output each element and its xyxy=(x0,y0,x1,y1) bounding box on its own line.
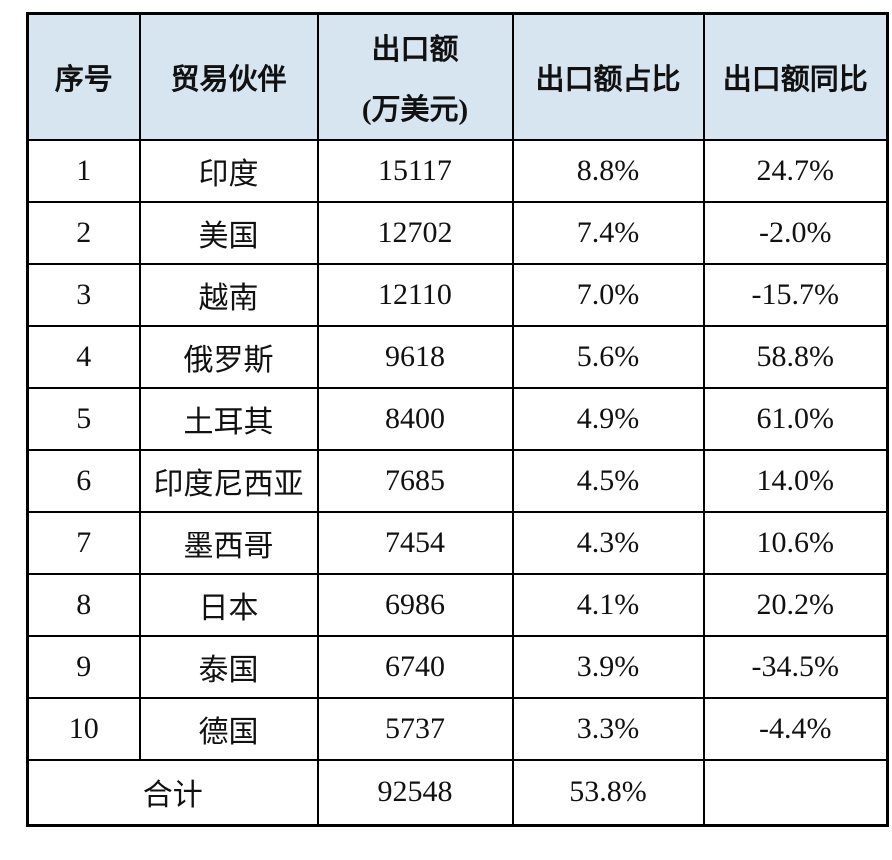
cell-share: 3.9% xyxy=(511,634,705,699)
table-row: 1 印度 15117 8.8% 24.7% xyxy=(26,138,889,203)
cell-yoy: -15.7% xyxy=(702,262,889,327)
cell-partner: 越南 xyxy=(138,262,319,327)
table-row: 5 土耳其 8400 4.9% 61.0% xyxy=(26,386,889,451)
cell-partner: 德国 xyxy=(138,696,319,761)
header-partner: 贸易伙伴 xyxy=(138,12,319,141)
cell-rank: 6 xyxy=(26,448,141,513)
cell-export: 6740 xyxy=(316,634,514,699)
header-row: 序号 贸易伙伴 出口额 (万美元) 出口额占比 出口额同比 xyxy=(26,12,889,141)
total-label: 合计 xyxy=(26,758,319,827)
cell-export: 7685 xyxy=(316,448,514,513)
trade-partners-table: 序号 贸易伙伴 出口额 (万美元) 出口额占比 出口额同比 1 印度 15117… xyxy=(26,12,889,827)
cell-share: 7.4% xyxy=(511,200,705,265)
table-row: 6 印度尼西亚 7685 4.5% 14.0% xyxy=(26,448,889,513)
total-yoy xyxy=(702,758,889,827)
cell-share: 8.8% xyxy=(511,138,705,203)
total-share: 53.8% xyxy=(511,758,705,827)
cell-export: 12702 xyxy=(316,200,514,265)
cell-share: 3.3% xyxy=(511,696,705,761)
cell-share: 4.1% xyxy=(511,572,705,637)
cell-partner: 印度 xyxy=(138,138,319,203)
cell-rank: 3 xyxy=(26,262,141,327)
cell-rank: 5 xyxy=(26,386,141,451)
table-row: 8 日本 6986 4.1% 20.2% xyxy=(26,572,889,637)
cell-yoy: 20.2% xyxy=(702,572,889,637)
table-body: 1 印度 15117 8.8% 24.7% 2 美国 12702 7.4% -2… xyxy=(26,138,889,827)
cell-rank: 2 xyxy=(26,200,141,265)
cell-export: 6986 xyxy=(316,572,514,637)
total-export: 92548 xyxy=(316,758,514,827)
total-row: 合计 92548 53.8% xyxy=(26,758,889,827)
cell-yoy: 58.8% xyxy=(702,324,889,389)
cell-rank: 7 xyxy=(26,510,141,575)
table-row: 3 越南 12110 7.0% -15.7% xyxy=(26,262,889,327)
cell-yoy: -2.0% xyxy=(702,200,889,265)
cell-yoy: 14.0% xyxy=(702,448,889,513)
cell-rank: 9 xyxy=(26,634,141,699)
cell-partner: 美国 xyxy=(138,200,319,265)
cell-export: 7454 xyxy=(316,510,514,575)
cell-partner: 墨西哥 xyxy=(138,510,319,575)
header-yoy: 出口额同比 xyxy=(702,12,889,141)
cell-yoy: 24.7% xyxy=(702,138,889,203)
table-row: 7 墨西哥 7454 4.3% 10.6% xyxy=(26,510,889,575)
table-row: 2 美国 12702 7.4% -2.0% xyxy=(26,200,889,265)
cell-rank: 4 xyxy=(26,324,141,389)
cell-partner: 日本 xyxy=(138,572,319,637)
cell-export: 5737 xyxy=(316,696,514,761)
table-row: 10 德国 5737 3.3% -4.4% xyxy=(26,696,889,761)
cell-share: 4.5% xyxy=(511,448,705,513)
cell-rank: 8 xyxy=(26,572,141,637)
cell-export: 15117 xyxy=(316,138,514,203)
cell-share: 5.6% xyxy=(511,324,705,389)
table-row: 9 泰国 6740 3.9% -34.5% xyxy=(26,634,889,699)
cell-partner: 土耳其 xyxy=(138,386,319,451)
cell-rank: 10 xyxy=(26,696,141,761)
cell-yoy: 10.6% xyxy=(702,510,889,575)
table-row: 4 俄罗斯 9618 5.6% 58.8% xyxy=(26,324,889,389)
cell-partner: 泰国 xyxy=(138,634,319,699)
header-export-title: 出口额 xyxy=(371,33,459,66)
cell-share: 4.3% xyxy=(511,510,705,575)
cell-rank: 1 xyxy=(26,138,141,203)
cell-export: 8400 xyxy=(316,386,514,451)
cell-share: 4.9% xyxy=(511,386,705,451)
header-share: 出口额占比 xyxy=(511,12,705,141)
header-export: 出口额 (万美元) xyxy=(316,12,514,141)
cell-yoy: -4.4% xyxy=(702,696,889,761)
cell-yoy: 61.0% xyxy=(702,386,889,451)
cell-partner: 印度尼西亚 xyxy=(138,448,319,513)
cell-yoy: -34.5% xyxy=(702,634,889,699)
header-export-unit: (万美元) xyxy=(361,93,469,126)
cell-export: 12110 xyxy=(316,262,514,327)
cell-share: 7.0% xyxy=(511,262,705,327)
table-header: 序号 贸易伙伴 出口额 (万美元) 出口额占比 出口额同比 xyxy=(26,12,889,141)
cell-export: 9618 xyxy=(316,324,514,389)
header-rank: 序号 xyxy=(26,12,141,141)
cell-partner: 俄罗斯 xyxy=(138,324,319,389)
